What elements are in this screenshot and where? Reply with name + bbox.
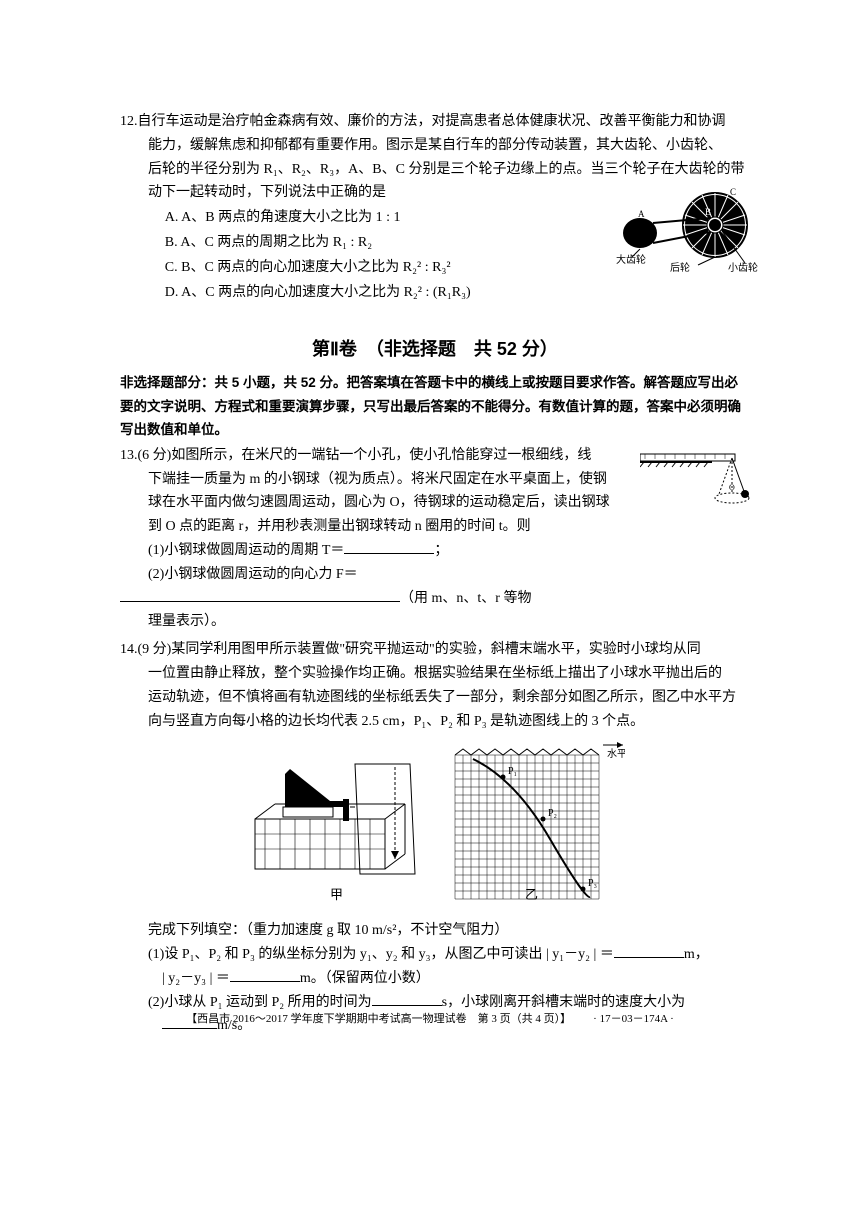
q14-s2b: s，小球刚离开斜槽末端时的速度大小为 [442,995,685,1010]
svg-text:C: C [730,187,736,197]
q13-sub2b: （用 m、n、t、r 等物 [400,591,531,606]
footer-right: · 17－03－174A · [593,1013,674,1025]
question-13: 13.(6 分)如图所示，在米尺的一端钻一个小孔，使小孔恰能穿过一根细线，线 下… [120,444,750,634]
q14-fill-intro: 完成下列填空：（重力加速度 g 取 10 m/s²，不计空气阻力） [120,919,750,943]
q13-l3: 球在水平面内做匀速圆周运动，圆心为 O，待钢球的运动稳定后，读出钢球 [120,491,620,515]
q13-number: 13. [120,448,138,463]
arrow-label: 水平方向 [607,747,625,760]
q12-figure: C A B 大齿轮 后轮 小齿轮 [610,185,760,275]
q14-s1a: (1)设 P₁、P₂ 和 P₃ 的纵坐标分别为 y₁、y₂ 和 y₃，从图乙中可… [148,947,614,962]
projectile-setup-icon: 甲 P₁ P₂ P₃ 乙 水平方向 [245,739,625,904]
q14-number: 14. [120,642,138,657]
q13-l4: 到 O 点的距离 r，并用秒表测量出钢球转动 n 圈用的时间 t。则 [120,515,620,539]
svg-text:O: O [729,483,735,492]
q12-line2: 能力，缓解焦虑和抑郁都有重要作用。图示是某自行车的部分传动装置，其大齿轮、小齿轮… [120,134,750,158]
q13-sub1a: (1)小钢球做圆周运动的周期 T＝ [148,543,344,558]
q14-l4: 向与竖直方向每小格的边长均代表 2.5 cm，P₁、P₂ 和 P₃ 是轨迹图线上… [120,710,750,734]
q12-number: 12. [120,114,138,129]
q14-s1b: m， [684,947,709,962]
q14-figures: 甲 P₁ P₂ P₃ 乙 水平方向 [120,739,750,913]
q13-figure: O [640,448,760,518]
q13-l2: 下端挂一质量为 m 的小钢球（视为质点）。将米尺固定在水平桌面上，使钢 [120,468,620,492]
blank-y1y2[interactable] [614,943,684,958]
caption-yi: 乙 [525,887,538,902]
ruler-pendulum-icon: O [640,448,760,518]
svg-text:P₂: P₂ [548,808,557,819]
label-small-gear: 小齿轮 [728,261,758,274]
question-12: 12.自行车运动是治疗帕金森病有效、廉价的方法，对提高患者总体健康状况、改善平衡… [120,110,750,304]
svg-text:P₃: P₃ [588,878,597,889]
section-2-instructions: 非选择题部分：共 5 小题，共 52 分。把答案填在答题卡中的横线上或按题目要求… [120,371,750,442]
q12-stem: 12.自行车运动是治疗帕金森病有效、廉价的方法，对提高患者总体健康状况、改善平衡… [120,110,750,134]
q13-sub1b: ； [434,543,448,558]
label-rear-wheel: 后轮 [670,261,690,274]
q14-l3: 运动轨迹，但不慎将画有轨迹图线的坐标纸丢失了一部分，剩余部分如图乙所示，图乙中水… [120,686,750,710]
footer-left: 【西昌市 2016～2017 学年度下学期期中考试高一物理试卷 第 3 页（共 … [186,1013,571,1025]
q14-s1d: m。（保留两位小数） [300,971,430,986]
question-14: 14.(9 分)某同学利用图甲所示装置做"研究平抛运动"的实验，斜槽末端水平，实… [120,638,750,1038]
svg-text:B: B [705,207,711,217]
q14-l2: 一位置由静止释放，整个实验操作均正确。根据实验结果在坐标纸上描出了小球水平抛出后… [120,662,750,686]
q12-line3: 后轮的半径分别为 R₁、R₂、R₃，A、B、C 分别是三个轮子边缘上的点。当三个… [120,158,750,182]
q13-sub2c: 理量表示）。 [120,610,620,634]
caption-jia: 甲 [330,887,343,902]
q13-points: (6 分) [138,448,172,463]
blank-time[interactable] [372,991,442,1006]
q14-l1: 某同学利用图甲所示装置做"研究平抛运动"的实验，斜槽末端水平，实验时小球均从同 [171,642,700,657]
section-2-title: 第Ⅱ卷 （非选择题 共 52 分） [120,334,750,365]
svg-text:P₁: P₁ [508,766,517,777]
blank-force[interactable] [120,587,400,602]
svg-text:A: A [638,209,645,219]
q14-s1c: | y₂－y₃ | ＝ [162,971,230,986]
page-footer: 【西昌市 2016～2017 学年度下学期期中考试高一物理试卷 第 3 页（共 … [0,1010,860,1026]
q13-sub2a: (2)小钢球做圆周运动的向心力 F＝ [148,567,358,582]
gear-diagram-icon: C A B 大齿轮 后轮 小齿轮 [610,185,760,275]
q14-points: (9 分) [138,642,172,657]
blank-period[interactable] [344,539,434,554]
blank-y2y3[interactable] [230,967,300,982]
q14-s2a: (2)小球从 P₁ 运动到 P₂ 所用的时间为 [148,995,372,1010]
q12-option-d: D. A、C 两点的向心加速度大小之比为 R₂² : (R₁R₃) [165,281,750,305]
q13-l1: 如图所示，在米尺的一端钻一个小孔，使小孔恰能穿过一根细线，线 [171,448,591,463]
q12-line1: 自行车运动是治疗帕金森病有效、廉价的方法，对提高患者总体健康状况、改善平衡能力和… [138,114,726,129]
label-big-gear: 大齿轮 [616,253,646,266]
